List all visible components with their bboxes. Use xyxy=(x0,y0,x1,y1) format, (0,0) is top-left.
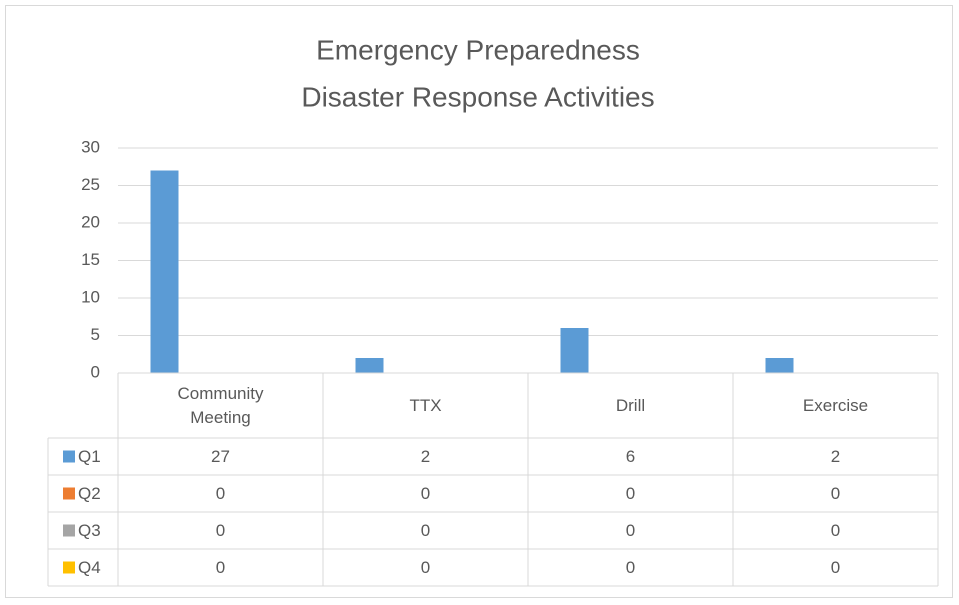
x-tick-label: TTX xyxy=(323,373,528,438)
chart-title: Emergency Preparedness xyxy=(316,34,640,65)
data-label: 0 xyxy=(216,558,225,577)
x-tick-label-text: Community Meeting xyxy=(177,383,264,427)
x-tick-label-cell: Exercise xyxy=(733,373,938,438)
x-tick-label: Exercise xyxy=(733,373,938,438)
y-tick-label: 5 xyxy=(91,325,100,344)
data-label: 2 xyxy=(831,447,840,466)
legend-label: Q4 xyxy=(78,558,101,577)
x-tick-label-text: Exercise xyxy=(802,395,869,415)
legend-label: Q3 xyxy=(78,521,101,540)
x-tick-label: Community Meeting xyxy=(118,373,323,438)
data-label: 0 xyxy=(626,521,635,540)
bar xyxy=(765,358,794,373)
bar xyxy=(355,358,384,373)
data-label: 6 xyxy=(626,447,635,466)
y-tick-label: 0 xyxy=(91,362,100,381)
data-label: 0 xyxy=(831,558,840,577)
y-tick-label: 25 xyxy=(81,175,100,194)
x-tick-label-text: Drill xyxy=(615,395,646,415)
legend-key xyxy=(63,561,75,574)
legend-key xyxy=(63,487,75,500)
bar xyxy=(560,328,589,373)
x-tick-label-cell: Community Meeting xyxy=(118,373,323,438)
data-label: 2 xyxy=(421,447,430,466)
data-label: 0 xyxy=(626,484,635,503)
y-tick-label: 10 xyxy=(81,287,100,306)
data-label: 0 xyxy=(216,521,225,540)
data-label: 0 xyxy=(421,521,430,540)
x-tick-label-cell: Drill xyxy=(528,373,733,438)
x-tick-label-cell: TTX xyxy=(323,373,528,438)
bar xyxy=(150,170,179,373)
chart-title: Disaster Response Activities xyxy=(301,81,654,112)
y-tick-label: 30 xyxy=(81,137,100,156)
x-tick-label: Drill xyxy=(528,373,733,438)
legend-key xyxy=(63,524,75,537)
data-label: 0 xyxy=(421,558,430,577)
x-tick-label-text: TTX xyxy=(409,395,442,415)
legend-key xyxy=(63,450,75,463)
y-tick-label: 15 xyxy=(81,250,100,269)
data-label: 0 xyxy=(216,484,225,503)
data-label: 27 xyxy=(211,447,230,466)
data-label: 0 xyxy=(831,521,840,540)
data-label: 0 xyxy=(421,484,430,503)
data-label: 0 xyxy=(831,484,840,503)
legend-label: Q1 xyxy=(78,447,101,466)
y-tick-label: 20 xyxy=(81,212,100,231)
legend-label: Q2 xyxy=(78,484,101,503)
data-label: 0 xyxy=(626,558,635,577)
